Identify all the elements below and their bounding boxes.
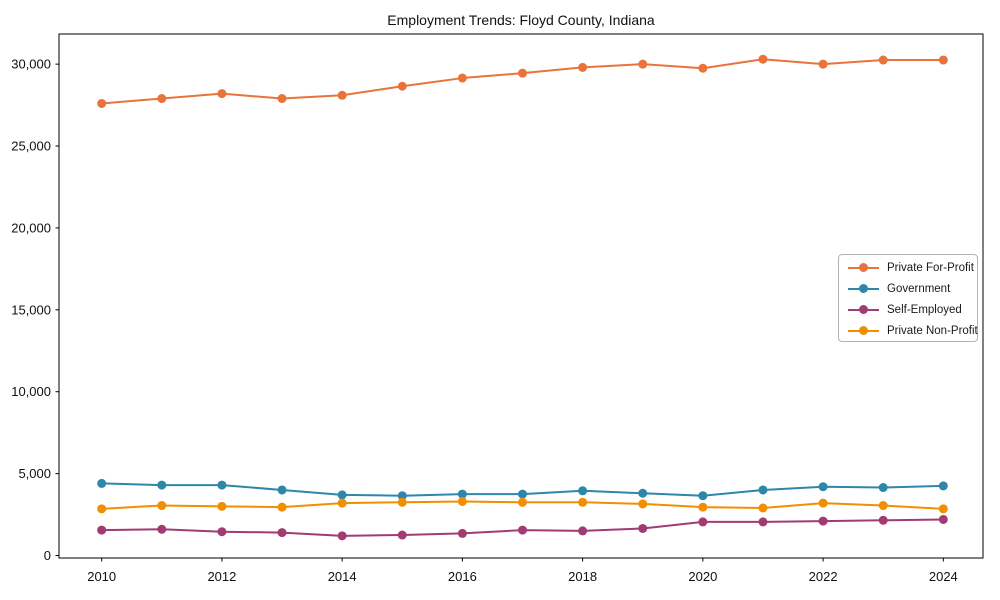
data-point-self-employed (698, 517, 708, 527)
data-point-private-non-profit (878, 501, 888, 511)
legend-item-government: Government (848, 278, 977, 299)
data-point-private-for-profit (818, 59, 828, 69)
data-point-self-employed (337, 531, 347, 541)
data-point-self-employed (518, 525, 528, 535)
legend: Private For-Profit Government Self-Emplo… (838, 254, 978, 342)
y-tick-label: 10,000 (11, 384, 51, 399)
x-tick-label: 2010 (87, 569, 116, 584)
data-point-self-employed (578, 526, 588, 536)
data-point-private-non-profit (397, 497, 407, 507)
data-point-private-for-profit (337, 90, 347, 100)
data-point-self-employed (457, 528, 467, 538)
data-point-private-non-profit (97, 504, 107, 514)
data-point-private-for-profit (938, 55, 948, 65)
data-point-private-for-profit (277, 94, 287, 104)
legend-item-self-employed: Self-Employed (848, 299, 977, 320)
data-point-private-for-profit (578, 62, 588, 72)
data-point-private-non-profit (217, 501, 227, 511)
data-point-self-employed (938, 514, 948, 524)
x-tick-label: 2012 (207, 569, 236, 584)
y-tick-label: 25,000 (11, 139, 51, 154)
data-point-private-non-profit (578, 497, 588, 507)
data-point-private-non-profit (758, 503, 768, 513)
legend-item-private-for-profit: Private For-Profit (848, 257, 977, 278)
data-point-self-employed (277, 528, 287, 538)
data-point-private-for-profit (217, 89, 227, 99)
y-tick-label: 30,000 (11, 57, 51, 72)
x-tick-label: 2020 (688, 569, 717, 584)
legend-label: Private For-Profit (887, 261, 974, 274)
data-point-self-employed (157, 524, 167, 534)
data-point-private-non-profit (518, 497, 528, 507)
data-point-self-employed (397, 530, 407, 540)
data-point-self-employed (217, 527, 227, 537)
legend-label: Self-Employed (887, 303, 962, 316)
legend-label: Government (887, 282, 951, 295)
data-point-private-for-profit (397, 81, 407, 91)
y-tick-label: 0 (44, 548, 51, 563)
line-marker-icon (848, 283, 879, 294)
data-point-government (938, 481, 948, 491)
data-point-self-employed (97, 525, 107, 535)
y-tick-label: 20,000 (11, 220, 51, 235)
x-tick-label: 2014 (328, 569, 357, 584)
data-point-self-employed (758, 517, 768, 527)
data-point-private-for-profit (878, 55, 888, 65)
x-tick-label: 2018 (568, 569, 597, 584)
series-line-private-for-profit (101, 58, 944, 105)
data-point-government (878, 483, 888, 493)
data-point-government (457, 489, 467, 499)
x-tick-label: 2016 (448, 569, 477, 584)
line-marker-icon (848, 304, 879, 315)
data-point-private-for-profit (698, 63, 708, 73)
data-point-government (518, 489, 528, 499)
line-marker-icon (848, 262, 879, 273)
data-point-private-for-profit (157, 94, 167, 104)
data-point-government (157, 480, 167, 490)
data-point-private-non-profit (337, 498, 347, 508)
data-point-private-non-profit (157, 501, 167, 511)
x-tick-label: 2022 (809, 569, 838, 584)
data-point-private-non-profit (818, 498, 828, 508)
data-point-government (698, 491, 708, 501)
data-point-self-employed (878, 515, 888, 525)
data-point-government (758, 485, 768, 495)
data-point-government (97, 478, 107, 488)
data-point-private-for-profit (97, 98, 107, 108)
data-point-self-employed (818, 516, 828, 526)
data-point-private-non-profit (698, 502, 708, 512)
data-point-government (397, 491, 407, 501)
legend-item-private-non-profit: Private Non-Profit (848, 320, 978, 341)
y-tick-label: 15,000 (11, 302, 51, 317)
data-point-government (217, 480, 227, 490)
x-tick-label: 2024 (929, 569, 958, 584)
chart-title: Employment Trends: Floyd County, Indiana (387, 12, 655, 28)
data-point-private-non-profit (938, 504, 948, 514)
data-point-self-employed (638, 523, 648, 533)
data-point-government (638, 488, 648, 498)
data-point-private-non-profit (277, 502, 287, 512)
line-marker-icon (848, 325, 879, 336)
data-point-government (277, 485, 287, 495)
legend-label: Private Non-Profit (887, 324, 978, 337)
data-point-private-for-profit (518, 68, 528, 78)
data-point-private-for-profit (638, 59, 648, 69)
data-point-government (578, 486, 588, 496)
data-point-government (337, 490, 347, 500)
data-point-private-for-profit (758, 54, 768, 64)
data-point-private-non-profit (638, 499, 648, 509)
data-point-private-for-profit (457, 73, 467, 83)
y-tick-label: 5,000 (18, 466, 51, 481)
data-point-private-non-profit (457, 496, 467, 506)
data-point-government (818, 482, 828, 492)
axes-frame (58, 33, 984, 559)
